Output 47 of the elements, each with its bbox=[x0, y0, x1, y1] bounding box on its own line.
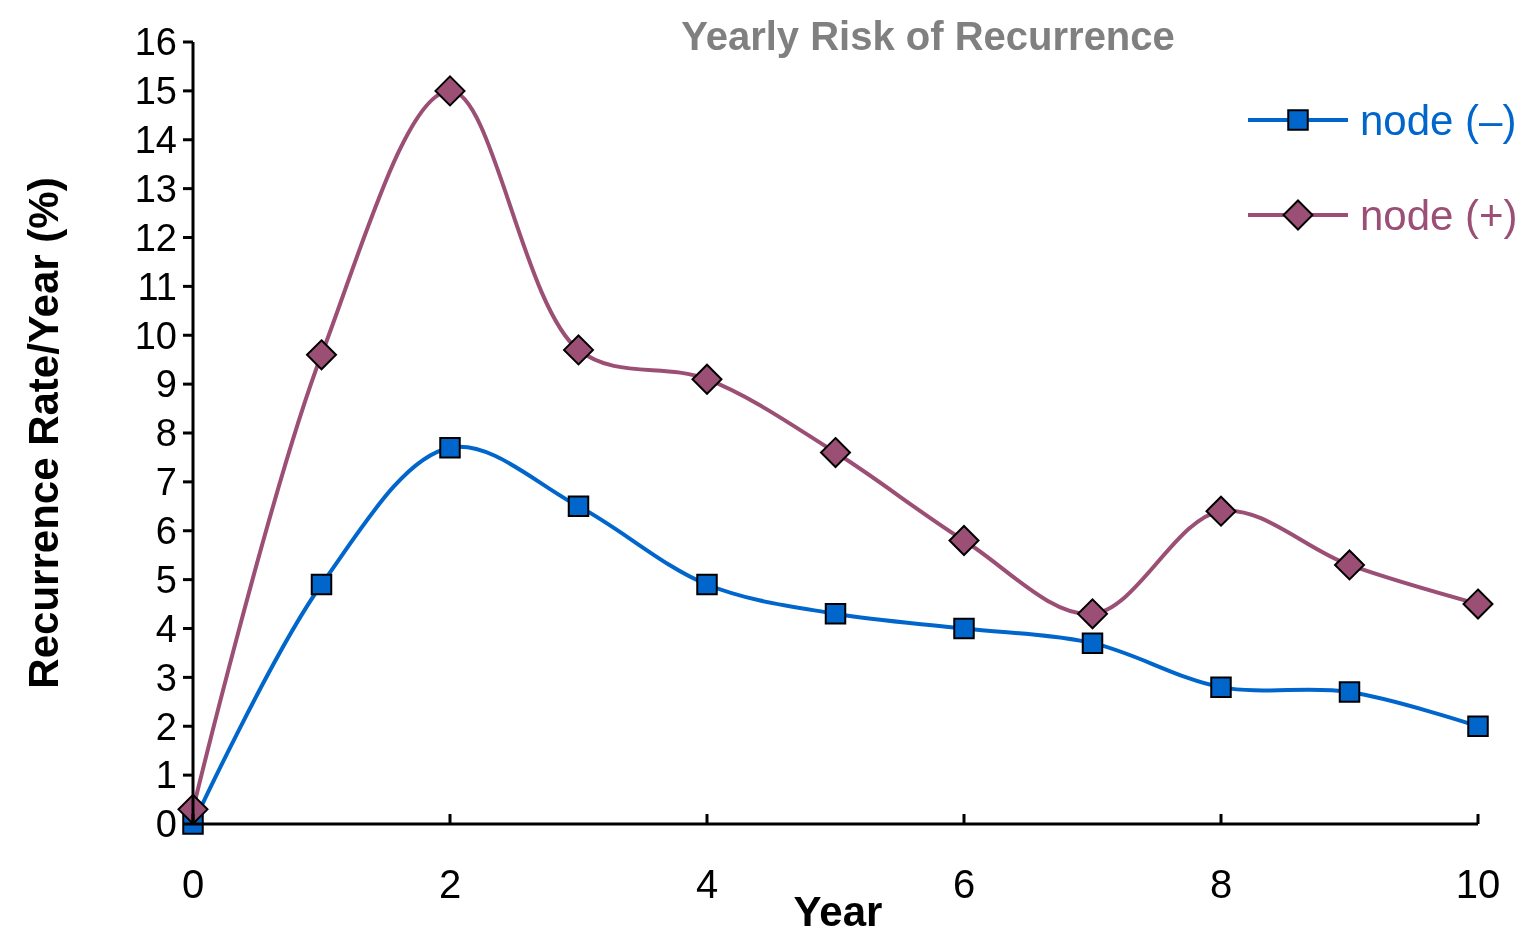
x-axis-title: Year bbox=[793, 888, 883, 935]
y-tick-label: 14 bbox=[134, 119, 177, 162]
x-tick-label: 10 bbox=[1455, 862, 1501, 906]
point bbox=[696, 573, 718, 596]
y-tick-label: 16 bbox=[134, 21, 177, 64]
y-tick-label: 8 bbox=[155, 412, 177, 455]
point bbox=[439, 436, 461, 459]
x-tick-label: 6 bbox=[952, 862, 976, 906]
y-tick-label: 10 bbox=[134, 314, 177, 357]
y-tick-label: 5 bbox=[155, 558, 177, 601]
point bbox=[1210, 676, 1232, 698]
point bbox=[1462, 588, 1494, 620]
point bbox=[310, 573, 333, 596]
point bbox=[691, 363, 723, 395]
point bbox=[824, 603, 847, 625]
point bbox=[1334, 549, 1365, 581]
x-tick-label: 4 bbox=[695, 862, 719, 906]
legend-label: node (+) bbox=[1360, 191, 1518, 239]
chart-title: Yearly Risk of Recurrence bbox=[681, 14, 1175, 58]
point bbox=[434, 75, 466, 107]
y-tick-label: 2 bbox=[155, 705, 177, 748]
y-tick-label: 0 bbox=[155, 803, 177, 846]
y-tick-label: 12 bbox=[134, 216, 177, 259]
y-tick-label: 7 bbox=[155, 461, 177, 504]
x-tick-label: 8 bbox=[1209, 862, 1233, 906]
y-tick-label: 3 bbox=[155, 656, 177, 699]
point bbox=[1338, 681, 1361, 703]
legend-label: node (–) bbox=[1360, 96, 1517, 144]
point bbox=[567, 495, 590, 518]
point bbox=[1081, 632, 1104, 654]
y-tick-label: 1 bbox=[155, 754, 177, 797]
y-tick-label: 4 bbox=[155, 607, 177, 650]
point bbox=[820, 437, 851, 469]
y-tick-label: 13 bbox=[134, 167, 177, 210]
y-axis-title: Recurrence Rate/Year (%) bbox=[20, 177, 67, 689]
x-tick-label: 2 bbox=[438, 862, 462, 906]
point bbox=[1077, 598, 1108, 630]
point bbox=[1205, 495, 1237, 527]
point bbox=[948, 525, 980, 557]
y-tick-label: 9 bbox=[155, 363, 177, 406]
y-tick-label: 6 bbox=[155, 510, 177, 553]
y-tick-label: 15 bbox=[134, 70, 177, 113]
point bbox=[1467, 715, 1489, 737]
point bbox=[953, 617, 975, 640]
point bbox=[306, 339, 337, 371]
point bbox=[563, 334, 594, 366]
y-tick-label: 11 bbox=[137, 265, 177, 308]
